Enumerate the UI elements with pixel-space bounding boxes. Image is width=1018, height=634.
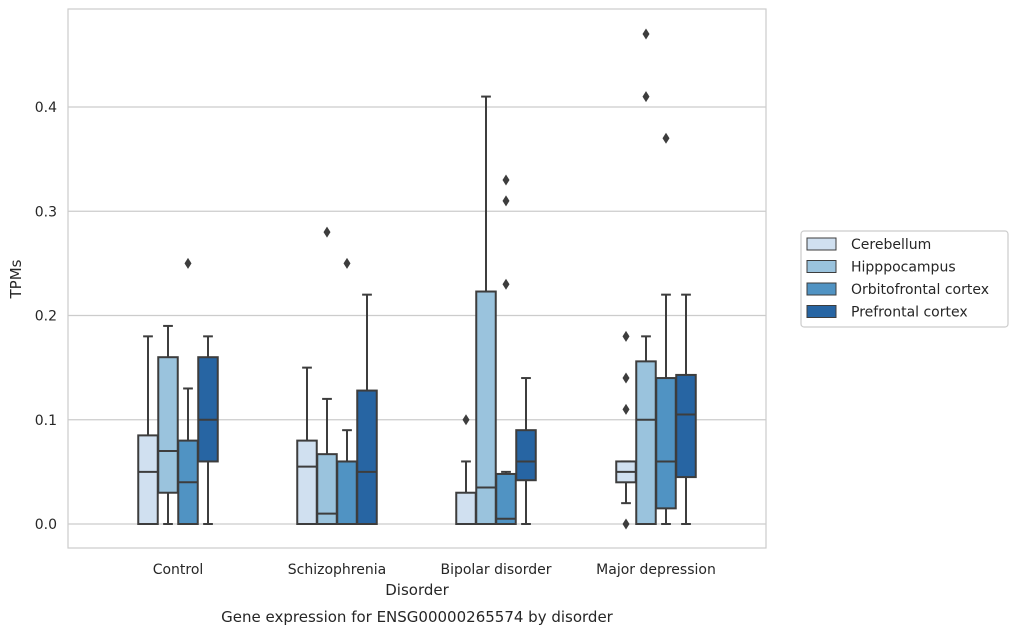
outlier-point [323,226,331,238]
box-body [197,356,219,463]
box-prefrontal-cortex [515,377,537,525]
outlier-point [622,330,630,342]
box-cerebellum [137,335,159,526]
legend-frame [800,230,1009,328]
box-body [137,434,159,526]
box-body [296,439,318,526]
legend-label: Prefrontal cortex [851,305,968,321]
x-tick-label: Bipolar disorder [440,562,551,578]
outlier-point [622,518,630,530]
box-body [655,377,677,510]
legend: Cerebellum Hipppocampus Orbitofrontal cort… [800,230,1009,328]
legend-swatch [806,260,837,273]
box-orbitofrontal-cortex [495,174,517,525]
legend-swatch [806,305,837,318]
outlier-point [642,28,650,40]
x-tick-label: Control [153,562,204,578]
box-body [356,389,378,525]
box-prefrontal-cortex [197,335,219,525]
box-body [336,460,358,526]
y-tick-label: 0.1 [35,413,57,429]
legend-swatch [806,237,837,251]
x-axis-title: Disorder [385,581,449,599]
box-orbitofrontal-cortex [177,257,199,526]
legend-label: Orbitofrontal cortex [851,282,989,298]
box-cerebellum [615,330,637,530]
chart-caption: Gene expression for ENSG00000265574 by d… [221,608,614,626]
y-axis-title: TPMs [7,259,25,299]
y-tick-label: 0.3 [35,204,57,220]
outlier-point [184,257,192,269]
box-orbitofrontal-cortex [336,257,358,526]
x-tick-labels: Control Schizophrenia Bipolar disorder Majo… [153,562,716,578]
box-body [157,356,179,494]
outlier-point [622,403,630,415]
outlier-point [502,195,510,207]
plot-frame [67,8,767,549]
box-cerebellum [455,414,477,526]
y-tick-label: 0.4 [35,100,57,116]
x-tick-label: Schizophrenia [288,562,386,578]
y-tick-label: 0.0 [35,517,57,533]
box-body [515,429,537,482]
legend-label: Hipppocampus [851,260,956,276]
legend-swatch [806,282,837,296]
outlier-point [502,278,510,290]
outlier-point [622,372,630,384]
y-tick-label: 0.2 [35,309,57,325]
box-body [495,472,517,525]
box-body [675,373,697,479]
y-tick-labels: 0.0 0.1 0.2 0.3 0.4 [35,100,57,533]
box-orbitofrontal-cortex [655,132,677,525]
outlier-point [462,414,470,426]
box-hipppocampus [635,28,657,525]
box-hipppocampus [316,226,338,525]
box-hipppocampus [157,324,179,525]
box-prefrontal-cortex [356,293,378,525]
box-layer [137,28,697,530]
box-prefrontal-cortex [675,293,697,525]
outlier-point [662,132,670,144]
outlier-point [642,91,650,103]
outlier-point [343,257,351,269]
box-cerebellum [296,366,318,526]
box-body [475,290,497,525]
box-body [455,491,477,526]
box-body [635,360,657,525]
outlier-point [502,174,510,186]
x-tick-label: Major depression [596,562,716,578]
box-hipppocampus [475,95,497,525]
legend-label: Cerebellum [851,237,931,253]
